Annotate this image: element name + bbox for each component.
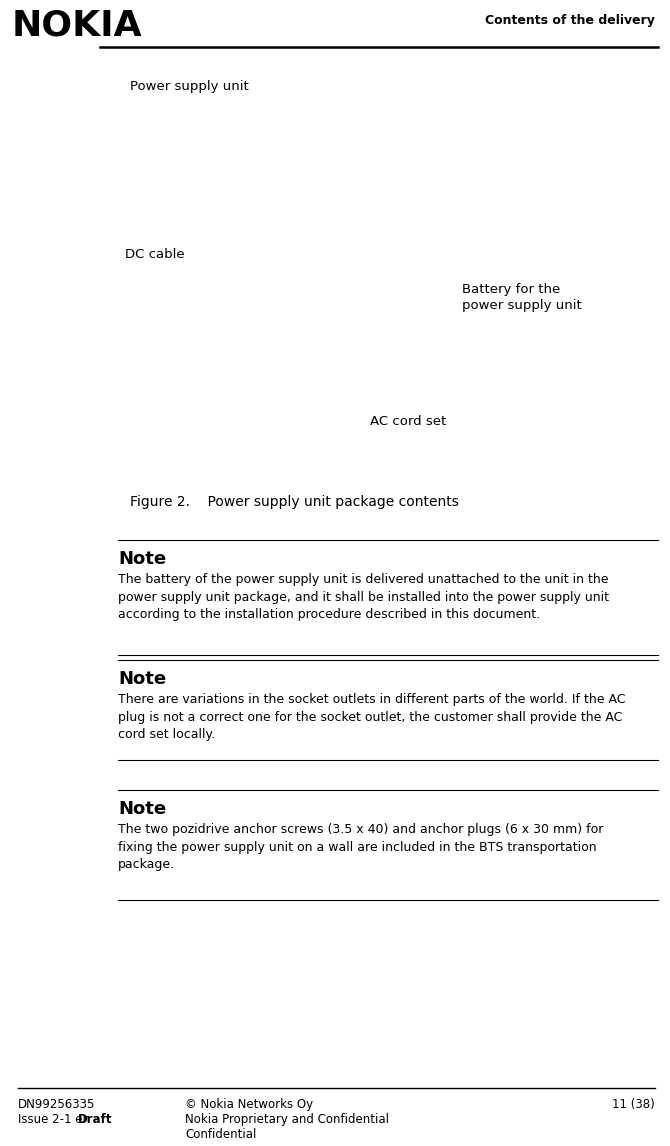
Text: Confidential: Confidential xyxy=(185,1128,257,1141)
Text: Battery for the
power supply unit: Battery for the power supply unit xyxy=(462,283,582,312)
Text: AC cord set: AC cord set xyxy=(370,415,446,427)
Text: Contents of the delivery: Contents of the delivery xyxy=(485,14,655,28)
Text: Issue 2-1 en: Issue 2-1 en xyxy=(18,1113,94,1127)
Text: © Nokia Networks Oy: © Nokia Networks Oy xyxy=(185,1098,313,1110)
Text: DC cable: DC cable xyxy=(125,248,185,261)
Text: Note: Note xyxy=(118,670,166,688)
Text: Draft: Draft xyxy=(78,1113,113,1127)
Text: Figure 2.    Power supply unit package contents: Figure 2. Power supply unit package cont… xyxy=(130,495,459,509)
Text: NOKIA: NOKIA xyxy=(12,8,143,42)
Text: The two pozidrive anchor screws (3.5 x 40) and anchor plugs (6 x 30 mm) for
fixi: The two pozidrive anchor screws (3.5 x 4… xyxy=(118,823,604,871)
Text: Power supply unit: Power supply unit xyxy=(130,80,249,93)
Text: Nokia Proprietary and Confidential: Nokia Proprietary and Confidential xyxy=(185,1113,389,1127)
Text: 11 (38): 11 (38) xyxy=(612,1098,655,1110)
Text: Note: Note xyxy=(118,800,166,818)
Text: There are variations in the socket outlets in different parts of the world. If t: There are variations in the socket outle… xyxy=(118,693,626,741)
Text: Note: Note xyxy=(118,550,166,568)
Text: The battery of the power supply unit is delivered unattached to the unit in the
: The battery of the power supply unit is … xyxy=(118,573,609,621)
Text: DN99256335: DN99256335 xyxy=(18,1098,95,1110)
